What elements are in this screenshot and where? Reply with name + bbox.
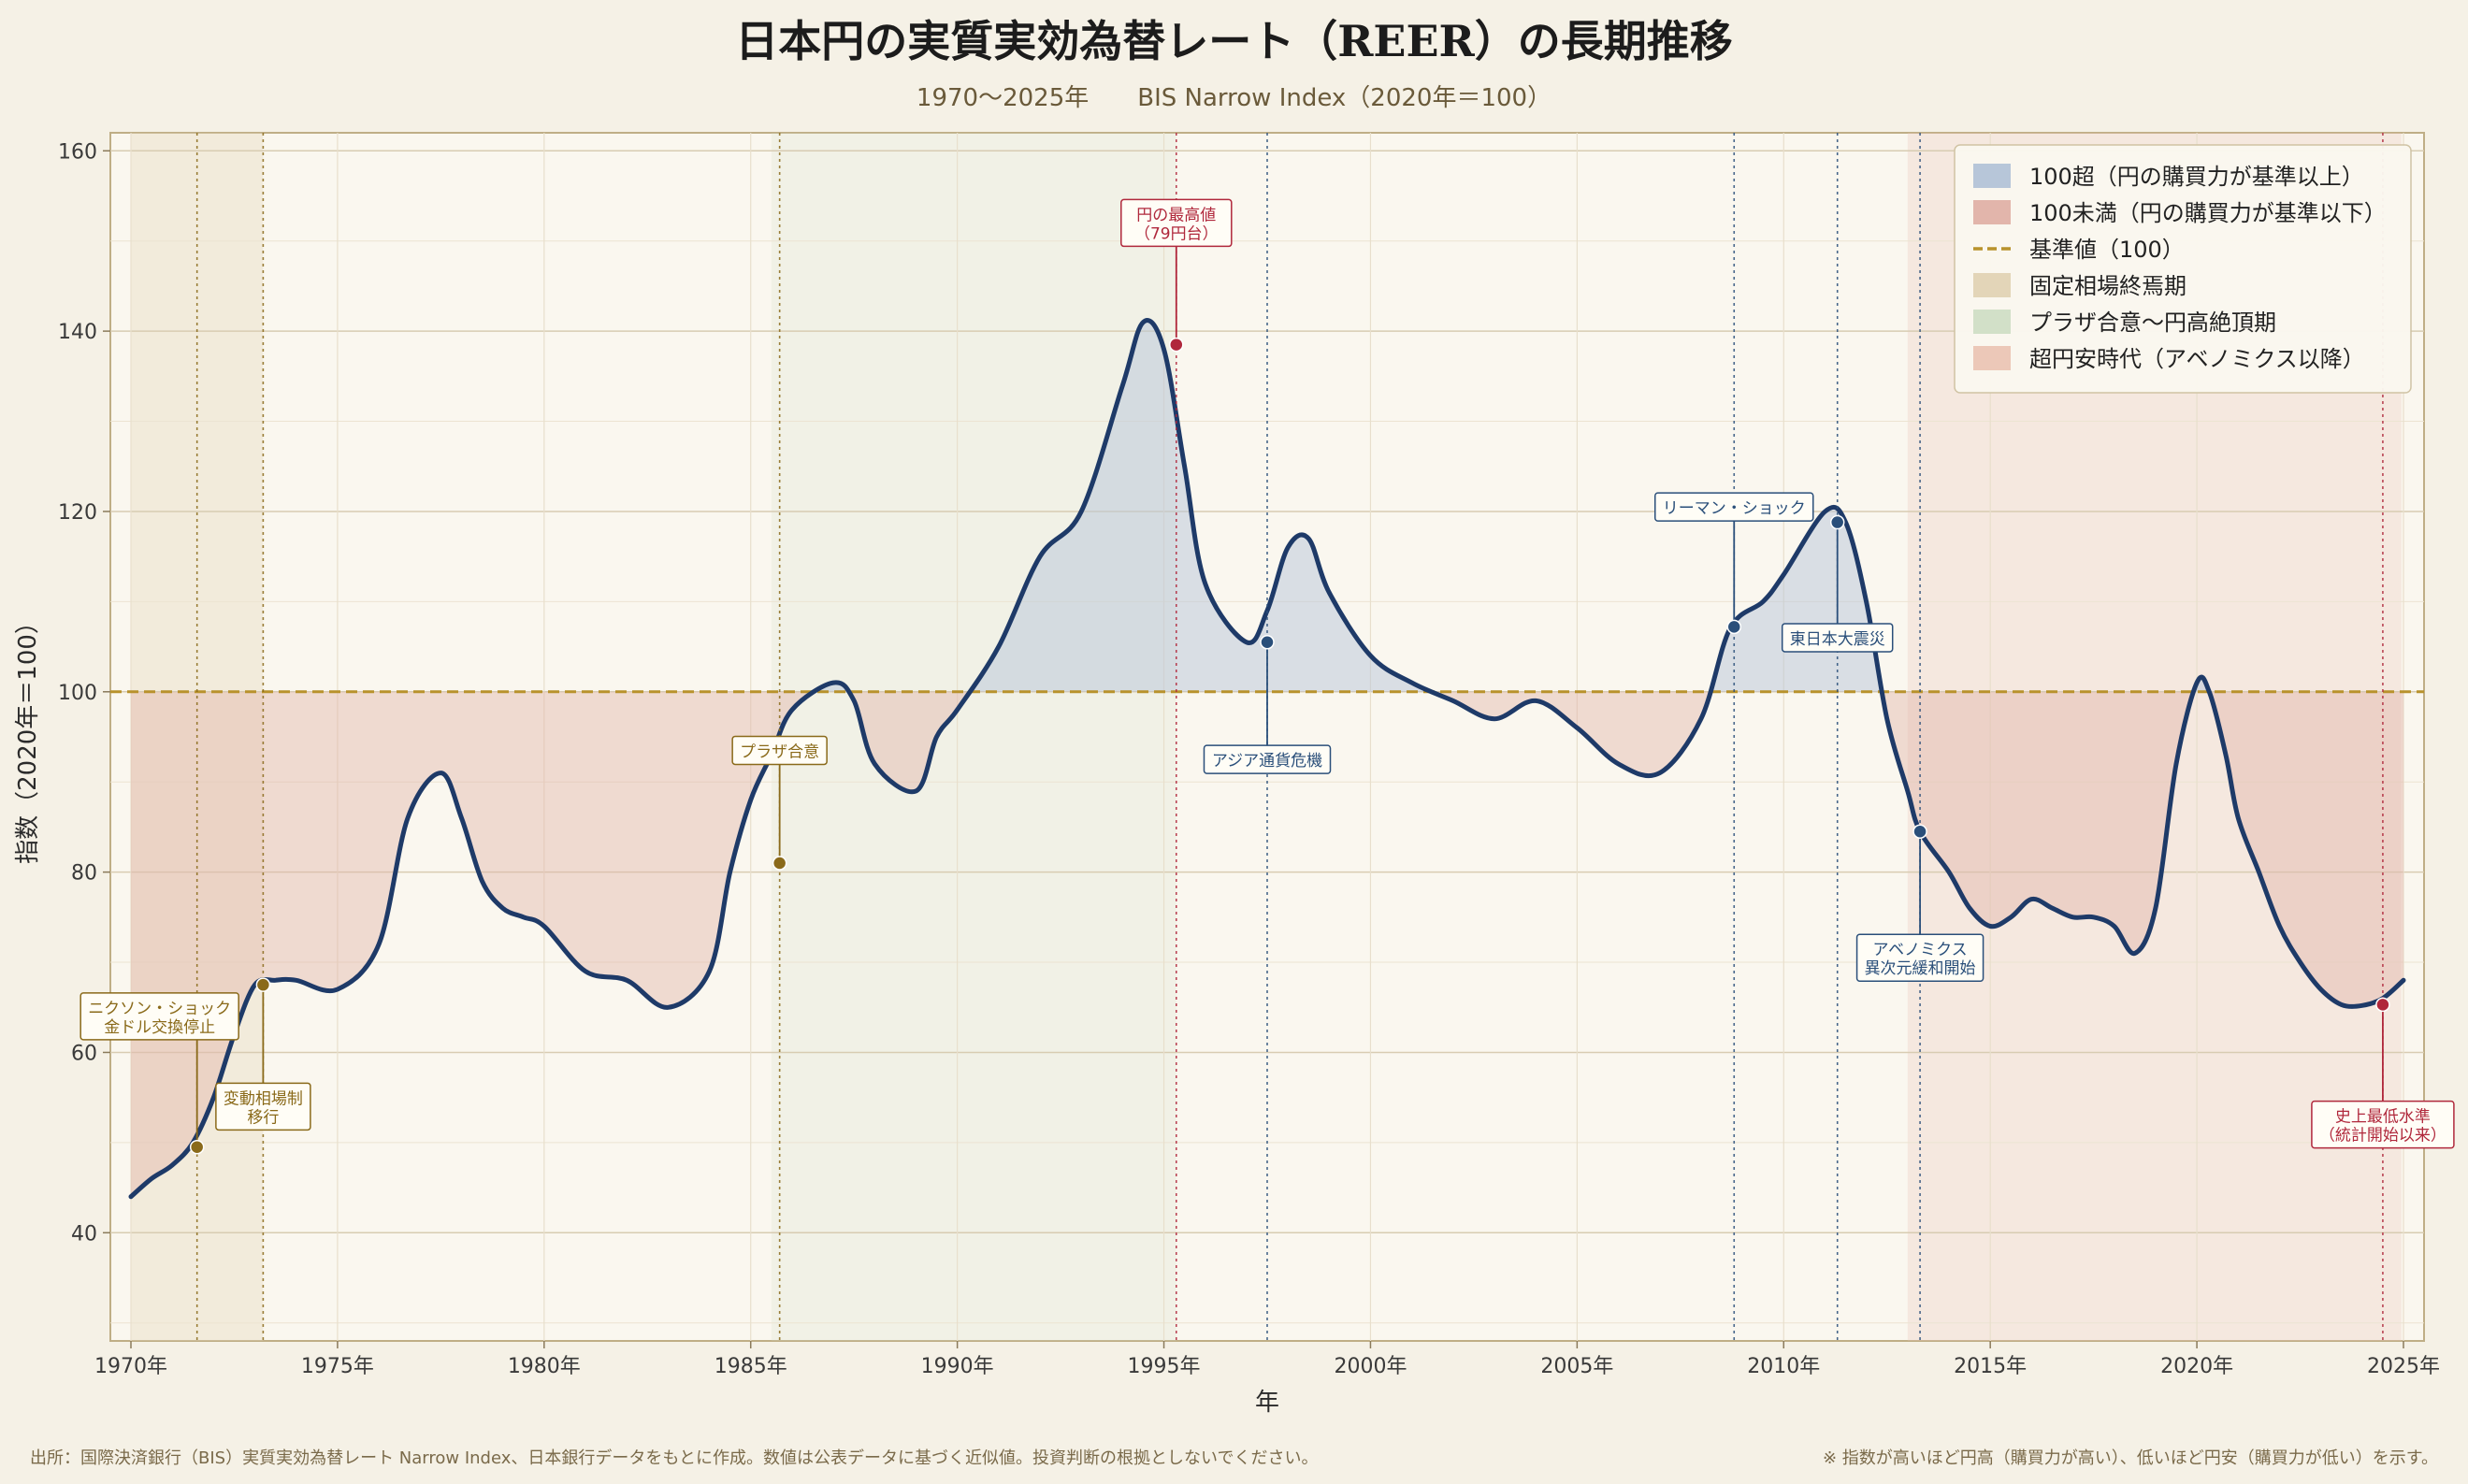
footer-note: ※ 指数が高いほど円高（購買力が高い）、低いほど円安（購買力が低い）を示す。 <box>1823 1448 2438 1468</box>
annotation-label: 異次元緩和開始 <box>1865 959 1976 978</box>
annotation-box <box>731 735 828 766</box>
x-tick-label: 1985年 <box>714 1355 787 1378</box>
x-tick-label: 2005年 <box>1540 1355 1613 1378</box>
x-tick-label: 1990年 <box>921 1355 994 1378</box>
annotation-box <box>1781 623 1894 653</box>
annotation-box <box>1855 933 1985 982</box>
area-above-baseline <box>131 320 2403 692</box>
annotation-marker <box>1829 514 1845 530</box>
y-tick-label: 40 <box>71 1222 97 1246</box>
annotation-label: 史上最低水準 <box>2335 1108 2431 1127</box>
annotation-box <box>1203 744 1332 774</box>
y-axis-title: 指数（2020年＝100） <box>14 610 42 864</box>
area-below-baseline <box>131 691 2403 1197</box>
x-tick-label: 2010年 <box>1747 1355 1820 1378</box>
legend-label: 超円安時代（アベノミクス以降） <box>2029 346 2365 372</box>
annotation-label: ニクソン・ショック <box>88 1000 231 1018</box>
x-tick-label: 1980年 <box>508 1355 581 1378</box>
annotation-label: 移行 <box>247 1108 279 1127</box>
y-tick-label: 60 <box>71 1042 97 1065</box>
annotation-box <box>215 1082 311 1131</box>
legend-swatch <box>1973 346 2011 370</box>
legend-swatch <box>1973 273 2011 297</box>
x-tick-label: 2015年 <box>1954 1355 2027 1378</box>
x-axis-title: 年 <box>1255 1389 1279 1417</box>
y-tick-label: 80 <box>71 862 97 886</box>
legend-swatch <box>1973 200 2011 224</box>
y-tick-label: 140 <box>58 321 97 344</box>
x-tick-label: 2020年 <box>2160 1355 2233 1378</box>
x-tick-label: 1995年 <box>1128 1355 1201 1378</box>
annotation-box <box>2311 1100 2455 1149</box>
chart-title: 日本円の実質実効為替レート（REER）の長期推移 <box>735 16 1733 66</box>
chart-subtitle: 1970〜2025年 BIS Narrow Index（2020年＝100） <box>916 84 1552 112</box>
annotation-label: アベノミクス <box>1872 941 1967 959</box>
annotation-box <box>79 992 239 1041</box>
legend-label: 固定相場終焉期 <box>2029 273 2187 299</box>
annotation-marker <box>1912 824 1927 839</box>
annotation-label: 変動相場制 <box>224 1089 303 1108</box>
y-tick-label: 160 <box>58 140 97 164</box>
legend-swatch <box>1973 310 2011 334</box>
x-tick-label: 2000年 <box>1334 1355 1407 1378</box>
legend-label: 100未満（円の購買力が基準以下） <box>2029 200 2387 226</box>
annotation-label: （統計開始以来） <box>2319 1127 2446 1145</box>
y-tick-label: 120 <box>58 501 97 525</box>
footer-source: 出所：国際決済銀行（BIS）実質実効為替レート Narrow Index、日本銀… <box>30 1448 1319 1468</box>
legend-label: 基準値（100） <box>2029 237 2185 263</box>
legend-label: 100超（円の購買力が基準以上） <box>2029 164 2364 190</box>
annotation-marker <box>189 1139 205 1155</box>
legend-label: プラザ合意〜円高絶頂期 <box>2029 310 2276 336</box>
annotation-label: 円の最高値 <box>1136 206 1216 224</box>
annotation-label: 金ドル交換停止 <box>104 1018 215 1037</box>
annotation-marker <box>2375 997 2390 1013</box>
era-band <box>771 133 1176 1341</box>
annotation-label: 東日本大震災 <box>1790 630 1885 649</box>
annotation-box <box>1654 492 1814 522</box>
annotation-box <box>1120 198 1233 248</box>
x-tick-label: 1975年 <box>301 1355 374 1378</box>
annotation-label: リーマン・ショック <box>1663 499 1806 518</box>
annotation-marker <box>1726 619 1742 635</box>
legend-swatch <box>1973 164 2011 188</box>
annotation-marker <box>1260 635 1275 650</box>
annotation-label: アジア通貨危機 <box>1212 752 1322 771</box>
y-tick-label: 100 <box>58 682 97 705</box>
annotation-marker <box>772 856 787 871</box>
annotation-marker <box>1169 337 1184 353</box>
legend-box <box>1954 144 2412 394</box>
annotation-label: プラザ合意 <box>740 742 819 761</box>
x-tick-label: 2025年 <box>2367 1355 2440 1378</box>
series-line <box>128 318 2406 1200</box>
annotation-marker <box>255 977 271 992</box>
annotation-label: （79円台） <box>1134 224 1219 243</box>
x-tick-label: 1970年 <box>94 1355 167 1378</box>
